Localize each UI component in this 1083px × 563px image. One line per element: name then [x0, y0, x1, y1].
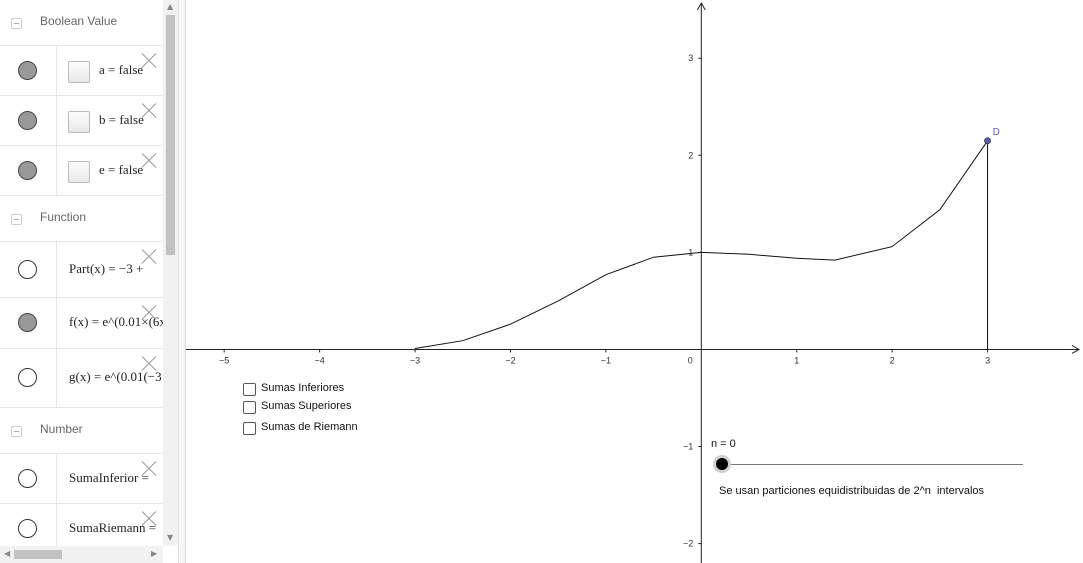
x-tick-label: 2 [890, 355, 895, 365]
scroll-left-icon[interactable]: ◀ [4, 549, 11, 558]
x-tick-label: −3 [410, 355, 420, 365]
delete-icon[interactable] [140, 52, 158, 70]
checkbox-box[interactable] [243, 383, 256, 396]
function-curve [414, 140, 989, 349]
algebra-view[interactable]: Boolean Value a = false b = false e = false… [0, 0, 163, 563]
y-axis-arrow-icon [696, 1, 706, 11]
visibility-toggle[interactable] [18, 313, 37, 332]
x-tick-label: 3 [985, 355, 990, 365]
algebra-item-text[interactable]: Part(x) = −3 + [69, 261, 144, 276]
algebra-item[interactable]: e = false [0, 146, 163, 196]
point-d [984, 137, 991, 145]
group-header-function[interactable]: Function [0, 196, 163, 242]
x-tick-label: −2 [505, 355, 515, 365]
group-header-boolean-value[interactable]: Boolean Value [0, 0, 163, 46]
algebra-item-text[interactable]: SumaRiemann = [69, 520, 157, 535]
delete-icon[interactable] [140, 355, 158, 373]
x-tick-label: −1 [601, 355, 611, 365]
group-title: Boolean Value [40, 14, 118, 28]
collapse-icon[interactable] [11, 426, 22, 437]
visibility-toggle[interactable] [18, 111, 37, 130]
checkbox-label[interactable]: Sumas Inferiores [261, 382, 345, 394]
view-divider[interactable] [178, 0, 186, 563]
slider-label: n = 0 [711, 438, 736, 450]
visibility-cell [0, 349, 57, 407]
visibility-cell [0, 504, 57, 553]
algebra-item[interactable]: a = false [0, 46, 163, 96]
visibility-toggle[interactable] [18, 61, 37, 80]
visibility-toggle[interactable] [18, 161, 37, 180]
boolean-checkbox[interactable] [68, 111, 90, 133]
visibility-toggle[interactable] [18, 519, 37, 538]
visibility-cell [0, 146, 57, 195]
delete-icon[interactable] [140, 510, 158, 528]
collapse-icon[interactable] [11, 18, 22, 29]
vertical-scrollbar-thumb[interactable] [166, 15, 175, 255]
scroll-up-icon[interactable]: ▲ [167, 2, 174, 11]
graphics-view[interactable]: −5 −4 −3 −2 −1 0 1 2 3 3 2 1 −1 −2 D [186, 0, 1083, 563]
checkbox-box[interactable] [243, 422, 256, 435]
algebra-item-text[interactable]: b = false [99, 112, 144, 127]
visibility-toggle[interactable] [18, 368, 37, 387]
axis-ticks: −5 −4 −3 −2 −1 0 1 2 3 3 2 1 −1 −2 [219, 53, 990, 548]
algebra-item[interactable]: SumaInferior = [0, 454, 163, 504]
visibility-toggle[interactable] [18, 469, 37, 488]
y-tick-label: 2 [688, 150, 693, 160]
delete-icon[interactable] [140, 152, 158, 170]
x-tick-label: 1 [794, 355, 799, 365]
visibility-cell [0, 454, 57, 503]
algebra-item[interactable]: b = false [0, 96, 163, 146]
scroll-right-icon[interactable]: ▶ [151, 549, 158, 558]
visibility-toggle[interactable] [18, 260, 37, 279]
boolean-checkbox[interactable] [68, 161, 90, 183]
delete-icon[interactable] [140, 460, 158, 478]
partition-info-text: Se usan particiones equidistribuidas de … [719, 485, 985, 497]
algebra-item-text[interactable]: SumaInferior = [69, 470, 149, 485]
boolean-checkbox[interactable] [68, 61, 90, 83]
slider-track[interactable] [722, 464, 1023, 465]
vertical-scrollbar[interactable]: ▲ ▼ [163, 0, 178, 546]
axes [186, 1, 1081, 563]
horizontal-scrollbar-thumb[interactable] [14, 550, 62, 559]
algebra-item[interactable]: Part(x) = −3 + [0, 242, 163, 298]
y-tick-label: 3 [688, 53, 693, 63]
algebra-item[interactable]: f(x) = e^(0.01×(6x−1 [0, 298, 163, 349]
delete-icon[interactable] [140, 102, 158, 120]
visibility-cell [0, 96, 57, 145]
point-d-label: D [993, 127, 1000, 138]
x-tick-label: 0 [688, 355, 693, 365]
x-tick-label: −4 [314, 355, 324, 365]
y-tick-label: −2 [683, 539, 693, 549]
algebra-list: Boolean Value a = false b = false e = false… [0, 0, 163, 554]
group-title: Function [40, 210, 87, 224]
checkbox-label[interactable]: Sumas de Riemann [261, 421, 358, 433]
group-header-number[interactable]: Number [0, 408, 163, 454]
algebra-item-text[interactable]: g(x) = e^(0.01(−3 [69, 369, 162, 384]
algebra-item[interactable]: g(x) = e^(0.01(−3 [0, 349, 163, 408]
delete-icon[interactable] [140, 304, 158, 322]
visibility-cell [0, 242, 57, 297]
y-tick-label: −1 [683, 442, 693, 452]
algebra-item-text[interactable]: a = false [99, 62, 144, 77]
y-tick-label: 1 [688, 247, 693, 257]
x-tick-label: −5 [219, 355, 229, 365]
scroll-down-icon[interactable]: ▼ [167, 533, 174, 542]
plot-area: D [414, 127, 1000, 350]
algebra-item-text[interactable]: e = false [99, 162, 144, 177]
slider-knob[interactable] [713, 455, 731, 473]
x-axis-arrow-icon [1071, 345, 1081, 354]
group-title: Number [40, 422, 83, 436]
checkbox-label[interactable]: Sumas Superiores [261, 400, 352, 412]
checkbox-box[interactable] [243, 401, 256, 414]
visibility-cell [0, 46, 57, 95]
visibility-cell [0, 298, 57, 348]
horizontal-scrollbar[interactable]: ◀ ▶ [0, 546, 163, 563]
collapse-icon[interactable] [11, 214, 22, 225]
delete-icon[interactable] [140, 248, 158, 266]
